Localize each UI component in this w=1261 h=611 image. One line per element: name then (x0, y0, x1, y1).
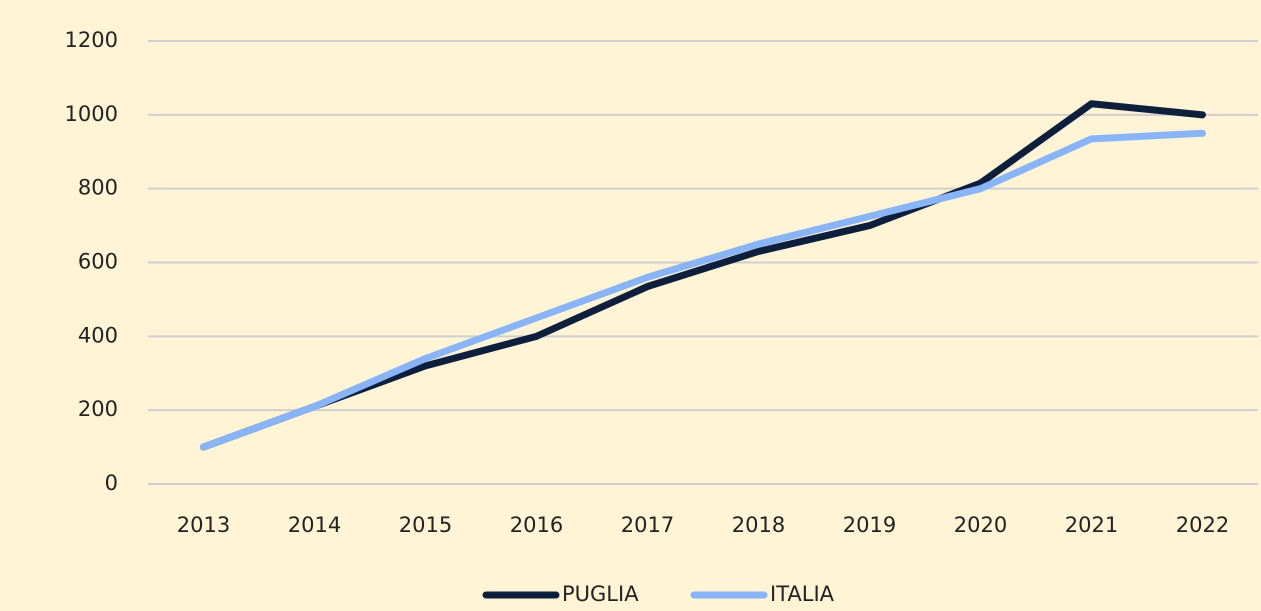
x-tick-label: 2018 (732, 513, 785, 537)
x-tick-label: 2017 (621, 513, 674, 537)
x-tick-label: 2022 (1176, 513, 1229, 537)
y-tick-label: 200 (78, 397, 118, 421)
x-tick-label: 2019 (843, 513, 896, 537)
x-tick-label: 2016 (510, 513, 563, 537)
y-tick-label: 0 (105, 471, 118, 495)
series-line (200, 129, 1206, 451)
legend-label: ITALIA (770, 582, 835, 606)
x-tick-label: 2021 (1065, 513, 1118, 537)
x-tick-label: 2020 (954, 513, 1007, 537)
y-tick-label: 1200 (65, 28, 118, 52)
x-tick-label: 2013 (177, 513, 230, 537)
y-tick-label: 600 (78, 250, 118, 274)
y-tick-label: 800 (78, 176, 118, 200)
x-tick-label: 2015 (399, 513, 452, 537)
legend-label: PUGLIA (562, 582, 639, 606)
y-tick-label: 1000 (65, 102, 118, 126)
y-tick-label: 400 (78, 323, 118, 347)
x-tick-label: 2014 (288, 513, 341, 537)
